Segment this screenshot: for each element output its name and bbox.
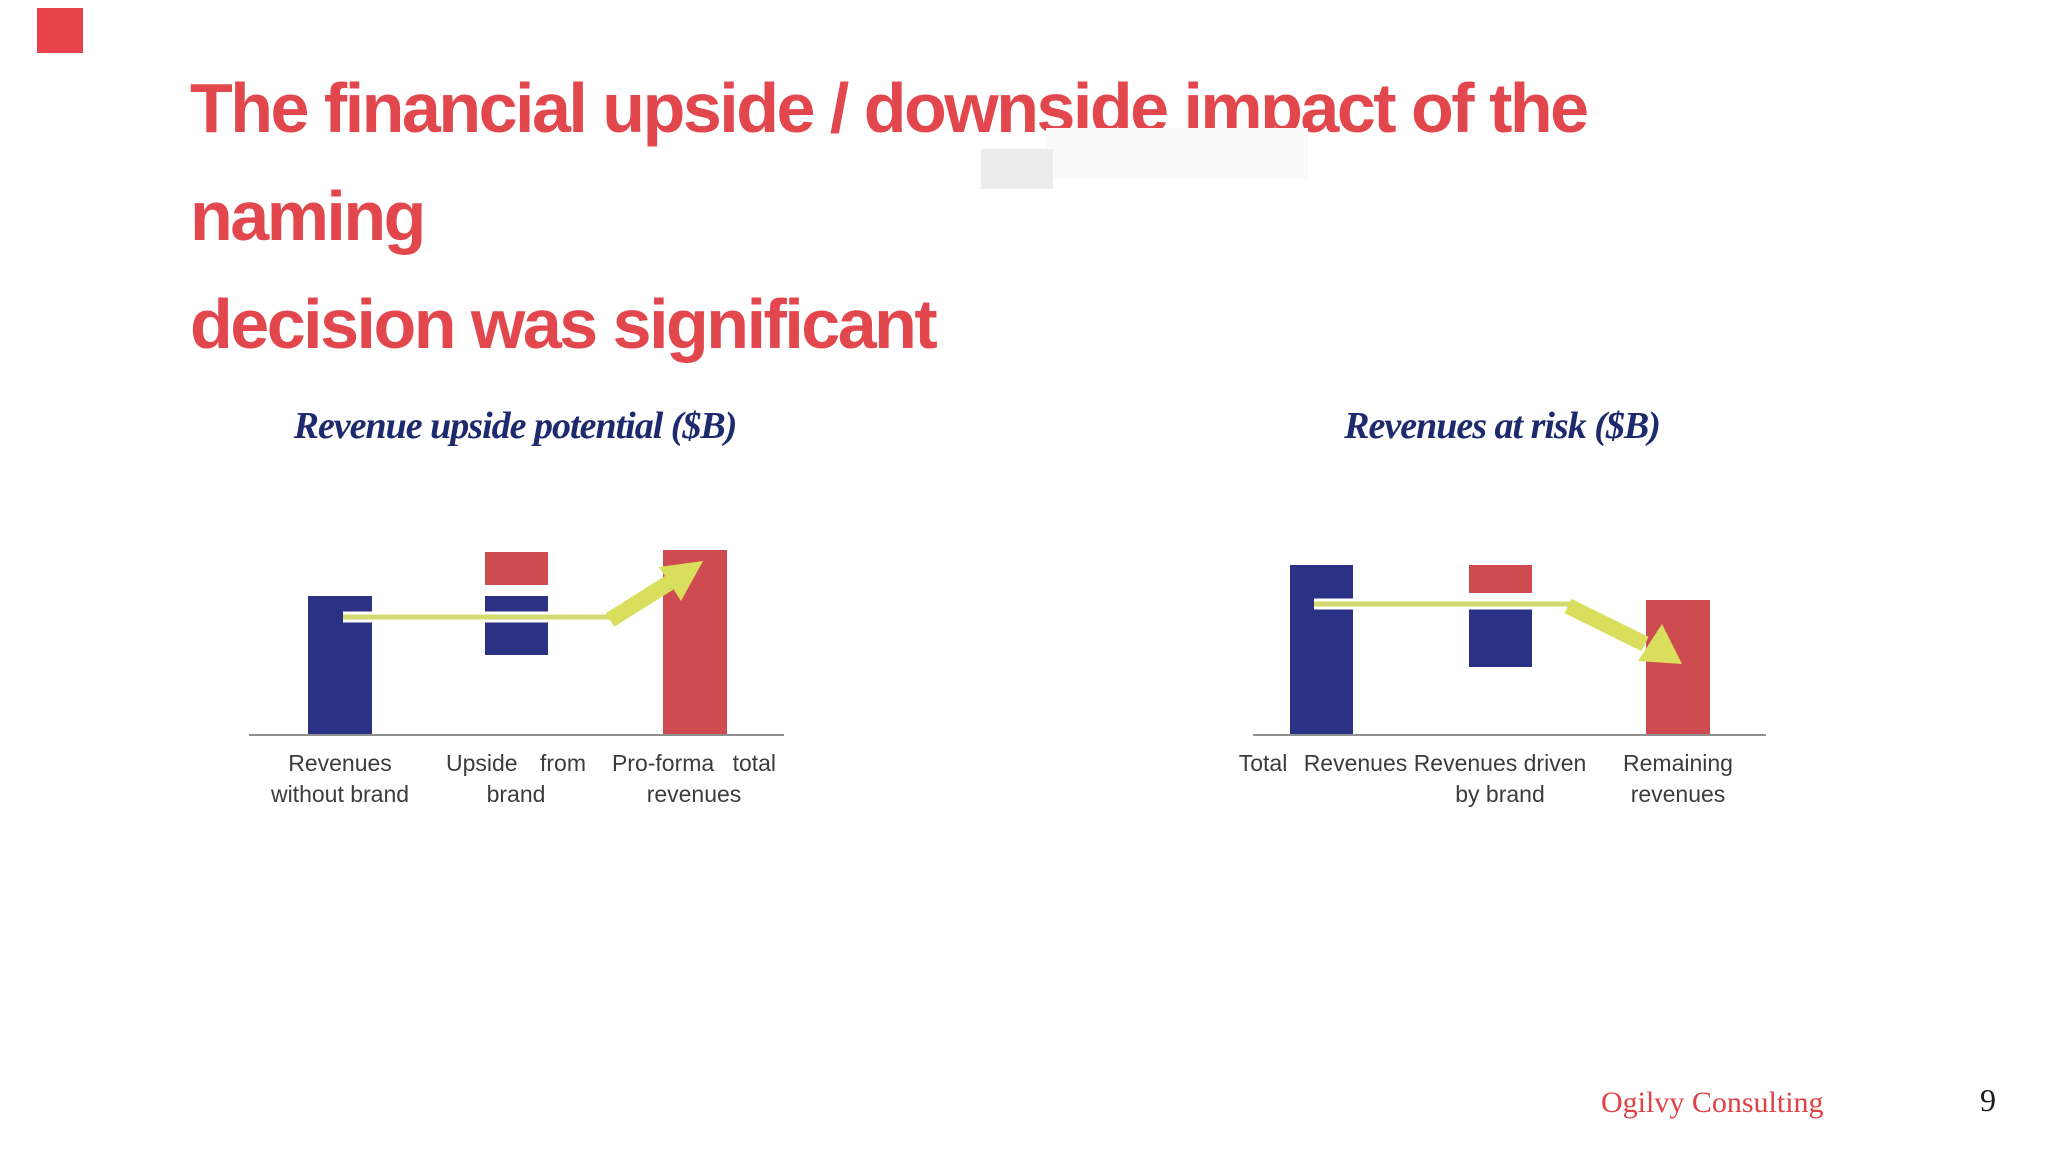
left-bar-label-2: Upside from brand [401,748,631,810]
bar-label-line: by brand [1455,781,1545,807]
slide-title: The financial upside / downside impact o… [190,54,1830,378]
right-chart-title: Revenues at risk ($B) [1344,405,1661,447]
slide-title-line1: The financial upside / downside impact o… [190,69,1589,255]
bar-label-line: Pro-forma total [611,750,777,776]
right-bar-label-1: Total Revenues [1208,748,1438,779]
bar-segment-blue [485,596,548,656]
screen-artifact-faint [1046,128,1308,178]
left-chart-title: Revenue upside potential ($B) [293,405,738,447]
bar-label-line: Upside from [446,750,586,776]
bar-segment-red [663,550,727,735]
bar-segment-blue [308,596,372,736]
bar-segment-blue [1290,564,1353,735]
left-chart-axis [249,734,784,736]
bar-segment-blue [1469,609,1532,667]
bar-label-line: revenues [646,781,742,807]
page-number: 9 [1980,1082,1996,1118]
left-bar-label-3: Pro-forma total revenues [579,748,809,810]
bar-segment-red [485,551,548,586]
bar-label-line: Total Revenues [1238,750,1408,776]
right-bar-label-2: Revenues driven by brand [1385,748,1615,810]
bar-label-line: Remaining [1623,750,1733,776]
bar-label-line: brand [486,781,546,807]
bar-label-line: Revenues driven [1413,750,1587,776]
bar-segment-red [1469,564,1532,593]
right-bar-label-3: Remaining revenues [1563,748,1793,810]
right-chart-axis [1253,734,1766,736]
bar-label-line: revenues [1630,781,1726,807]
screen-artifact [981,149,1053,189]
bar-segment-red [1646,600,1710,736]
slide-title-line2: decision was significant [190,285,938,363]
bar-label-line: without brand [270,781,410,807]
bar-label-line: Revenues [288,750,392,776]
brand-logo-text: Ogilvy Consulting [1601,1086,1824,1119]
left-bar-label-1: Revenues without brand [225,748,455,810]
corner-accent-mark [37,8,83,53]
